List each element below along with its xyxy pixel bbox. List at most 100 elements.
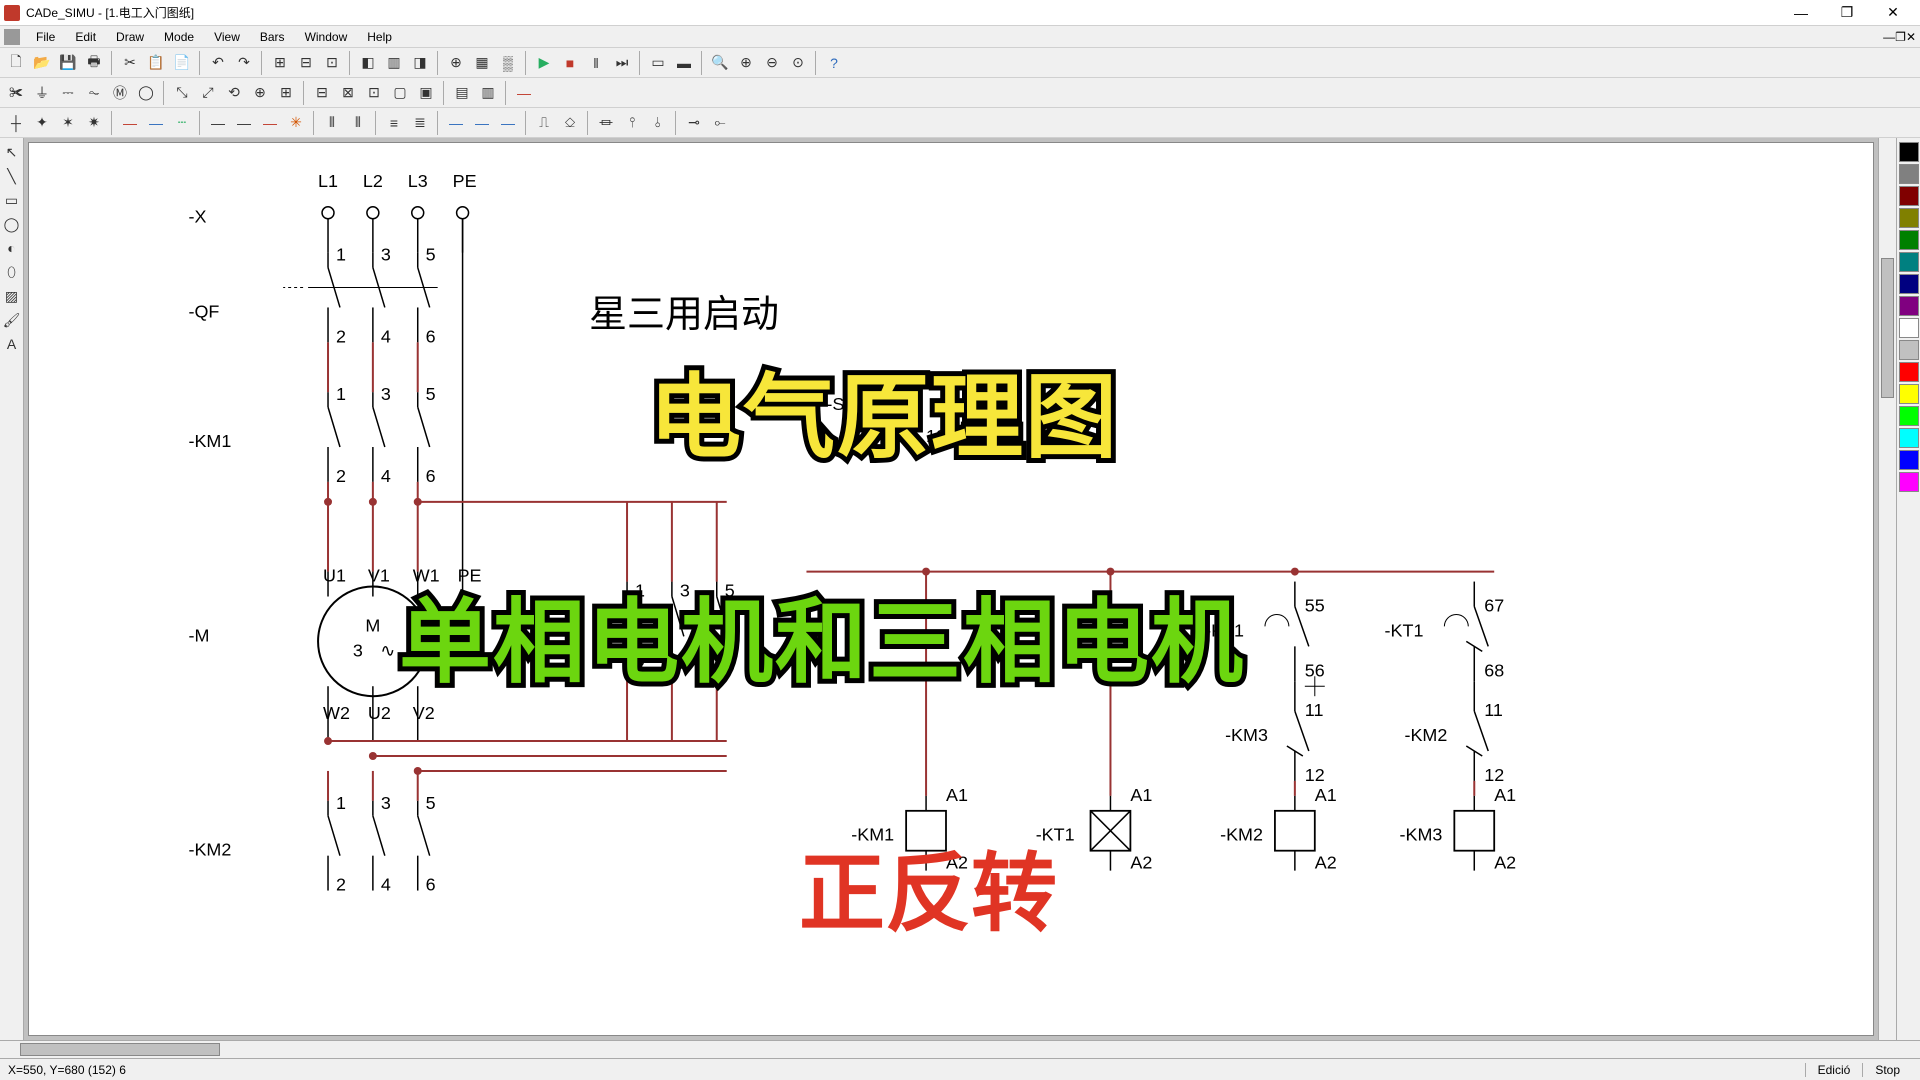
t2-19-button[interactable]: — <box>512 81 536 105</box>
t2-1-button[interactable]: ✀ <box>4 81 28 105</box>
draw-tool-6[interactable]: ▨ <box>2 286 22 306</box>
color-swatch[interactable] <box>1899 362 1919 382</box>
color-swatch[interactable] <box>1899 252 1919 272</box>
mdi-close-button[interactable]: ✕ <box>1906 30 1916 44</box>
mdi-max-button[interactable]: ❐ <box>1895 30 1906 44</box>
t2-18-button[interactable]: ▥ <box>476 81 500 105</box>
snap-button[interactable]: ⊟ <box>294 51 318 75</box>
draw-tool-1[interactable]: ╲ <box>2 166 22 186</box>
t2-2-button[interactable]: ⏚ <box>30 81 54 105</box>
t2-11-button[interactable]: ⊞ <box>274 81 298 105</box>
t3-1-button[interactable]: ┼ <box>4 111 28 135</box>
color-swatch[interactable] <box>1899 472 1919 492</box>
menu-file[interactable]: File <box>26 28 65 46</box>
t3-12-button[interactable]: ⦀ <box>320 111 344 135</box>
color-swatch[interactable] <box>1899 428 1919 448</box>
t3-14-button[interactable]: ≡ <box>382 111 406 135</box>
zoom-out-button[interactable]: ⊖ <box>760 51 784 75</box>
redo-button[interactable]: ↷ <box>232 51 256 75</box>
t3-22-button[interactable]: ⫯ <box>620 111 644 135</box>
t3-15-button[interactable]: ≣ <box>408 111 432 135</box>
t3-21-button[interactable]: ⏛ <box>594 111 618 135</box>
color-swatch[interactable] <box>1899 164 1919 184</box>
t2-8-button[interactable]: ⤢ <box>196 81 220 105</box>
draw-tool-0[interactable]: ↖ <box>2 142 22 162</box>
paste-button[interactable]: 📄 <box>170 51 194 75</box>
color-swatch[interactable] <box>1899 230 1919 250</box>
draw-tool-5[interactable]: ⬯ <box>2 262 22 282</box>
t3-9-button[interactable]: — <box>232 111 256 135</box>
t2-3-button[interactable]: ⎓ <box>56 81 80 105</box>
help-button[interactable]: ? <box>822 51 846 75</box>
zoom-button[interactable]: 🔍 <box>708 51 732 75</box>
stop-button[interactable]: ■ <box>558 51 582 75</box>
add-button[interactable]: ⊕ <box>444 51 468 75</box>
grid-button[interactable]: ⊞ <box>268 51 292 75</box>
align-l-button[interactable]: ◧ <box>356 51 380 75</box>
align-r-button[interactable]: ◨ <box>408 51 432 75</box>
draw-tool-4[interactable]: ◐ <box>2 238 22 258</box>
win1-button[interactable]: ▭ <box>646 51 670 75</box>
play-button[interactable]: ▶ <box>532 51 556 75</box>
t2-4-button[interactable]: ⏦ <box>82 81 106 105</box>
t2-6-button[interactable]: ◯ <box>134 81 158 105</box>
draw-tool-8[interactable]: A <box>2 334 22 354</box>
t3-7-button[interactable]: ┄ <box>170 111 194 135</box>
t3-3-button[interactable]: ✶ <box>56 111 80 135</box>
menu-help[interactable]: Help <box>357 28 402 46</box>
props-button[interactable]: ▦ <box>470 51 494 75</box>
t3-16-button[interactable]: — <box>444 111 468 135</box>
t2-9-button[interactable]: ⟲ <box>222 81 246 105</box>
t3-23-button[interactable]: ⫰ <box>646 111 670 135</box>
t3-13-button[interactable]: ⫴ <box>346 111 370 135</box>
win2-button[interactable]: ▬ <box>672 51 696 75</box>
menu-view[interactable]: View <box>204 28 250 46</box>
t3-5-button[interactable]: — <box>118 111 142 135</box>
color-swatch[interactable] <box>1899 406 1919 426</box>
vertical-scrollbar[interactable] <box>1878 138 1896 1040</box>
new-button[interactable]: 🗋 <box>4 51 28 75</box>
menu-draw[interactable]: Draw <box>106 28 154 46</box>
color-swatch[interactable] <box>1899 186 1919 206</box>
t3-18-button[interactable]: — <box>496 111 520 135</box>
cut-button[interactable]: ✂ <box>118 51 142 75</box>
color-swatch[interactable] <box>1899 142 1919 162</box>
minimize-button[interactable]: — <box>1778 0 1824 26</box>
t2-7-button[interactable]: ⤡ <box>170 81 194 105</box>
color-swatch[interactable] <box>1899 450 1919 470</box>
zoom-fit-button[interactable]: ⊙ <box>786 51 810 75</box>
close-button[interactable]: ✕ <box>1870 0 1916 26</box>
pause-button[interactable]: ‖ <box>584 51 608 75</box>
t2-16-button[interactable]: ▣ <box>414 81 438 105</box>
t3-8-button[interactable]: — <box>206 111 230 135</box>
hatch-button[interactable]: ▒ <box>496 51 520 75</box>
zoom-in-button[interactable]: ⊕ <box>734 51 758 75</box>
color-swatch[interactable] <box>1899 340 1919 360</box>
color-swatch[interactable] <box>1899 384 1919 404</box>
h-thumb[interactable] <box>20 1043 220 1056</box>
menu-bars[interactable]: Bars <box>250 28 295 46</box>
t3-11-button[interactable]: ✳ <box>284 111 308 135</box>
draw-tool-3[interactable]: ◯ <box>2 214 22 234</box>
open-button[interactable]: 📂 <box>30 51 54 75</box>
t2-14-button[interactable]: ⊡ <box>362 81 386 105</box>
mdi-min-button[interactable]: — <box>1883 30 1895 44</box>
v-thumb[interactable] <box>1881 258 1894 398</box>
draw-tool-7[interactable]: 🖌 <box>2 310 22 330</box>
horizontal-scrollbar[interactable] <box>0 1040 1920 1058</box>
layer-button[interactable]: ⊡ <box>320 51 344 75</box>
copy-button[interactable]: 📋 <box>144 51 168 75</box>
print-button[interactable]: 🖶 <box>82 51 106 75</box>
menu-window[interactable]: Window <box>295 28 358 46</box>
t3-10-button[interactable]: — <box>258 111 282 135</box>
t3-20-button[interactable]: ⎐ <box>558 111 582 135</box>
t3-2-button[interactable]: ✦ <box>30 111 54 135</box>
t3-25-button[interactable]: ⟜ <box>708 111 732 135</box>
t3-24-button[interactable]: ⊸ <box>682 111 706 135</box>
color-swatch[interactable] <box>1899 208 1919 228</box>
menu-mode[interactable]: Mode <box>154 28 204 46</box>
t3-6-button[interactable]: — <box>144 111 168 135</box>
align-c-button[interactable]: ▥ <box>382 51 406 75</box>
step-button[interactable]: ⏭ <box>610 51 634 75</box>
t2-17-button[interactable]: ▤ <box>450 81 474 105</box>
